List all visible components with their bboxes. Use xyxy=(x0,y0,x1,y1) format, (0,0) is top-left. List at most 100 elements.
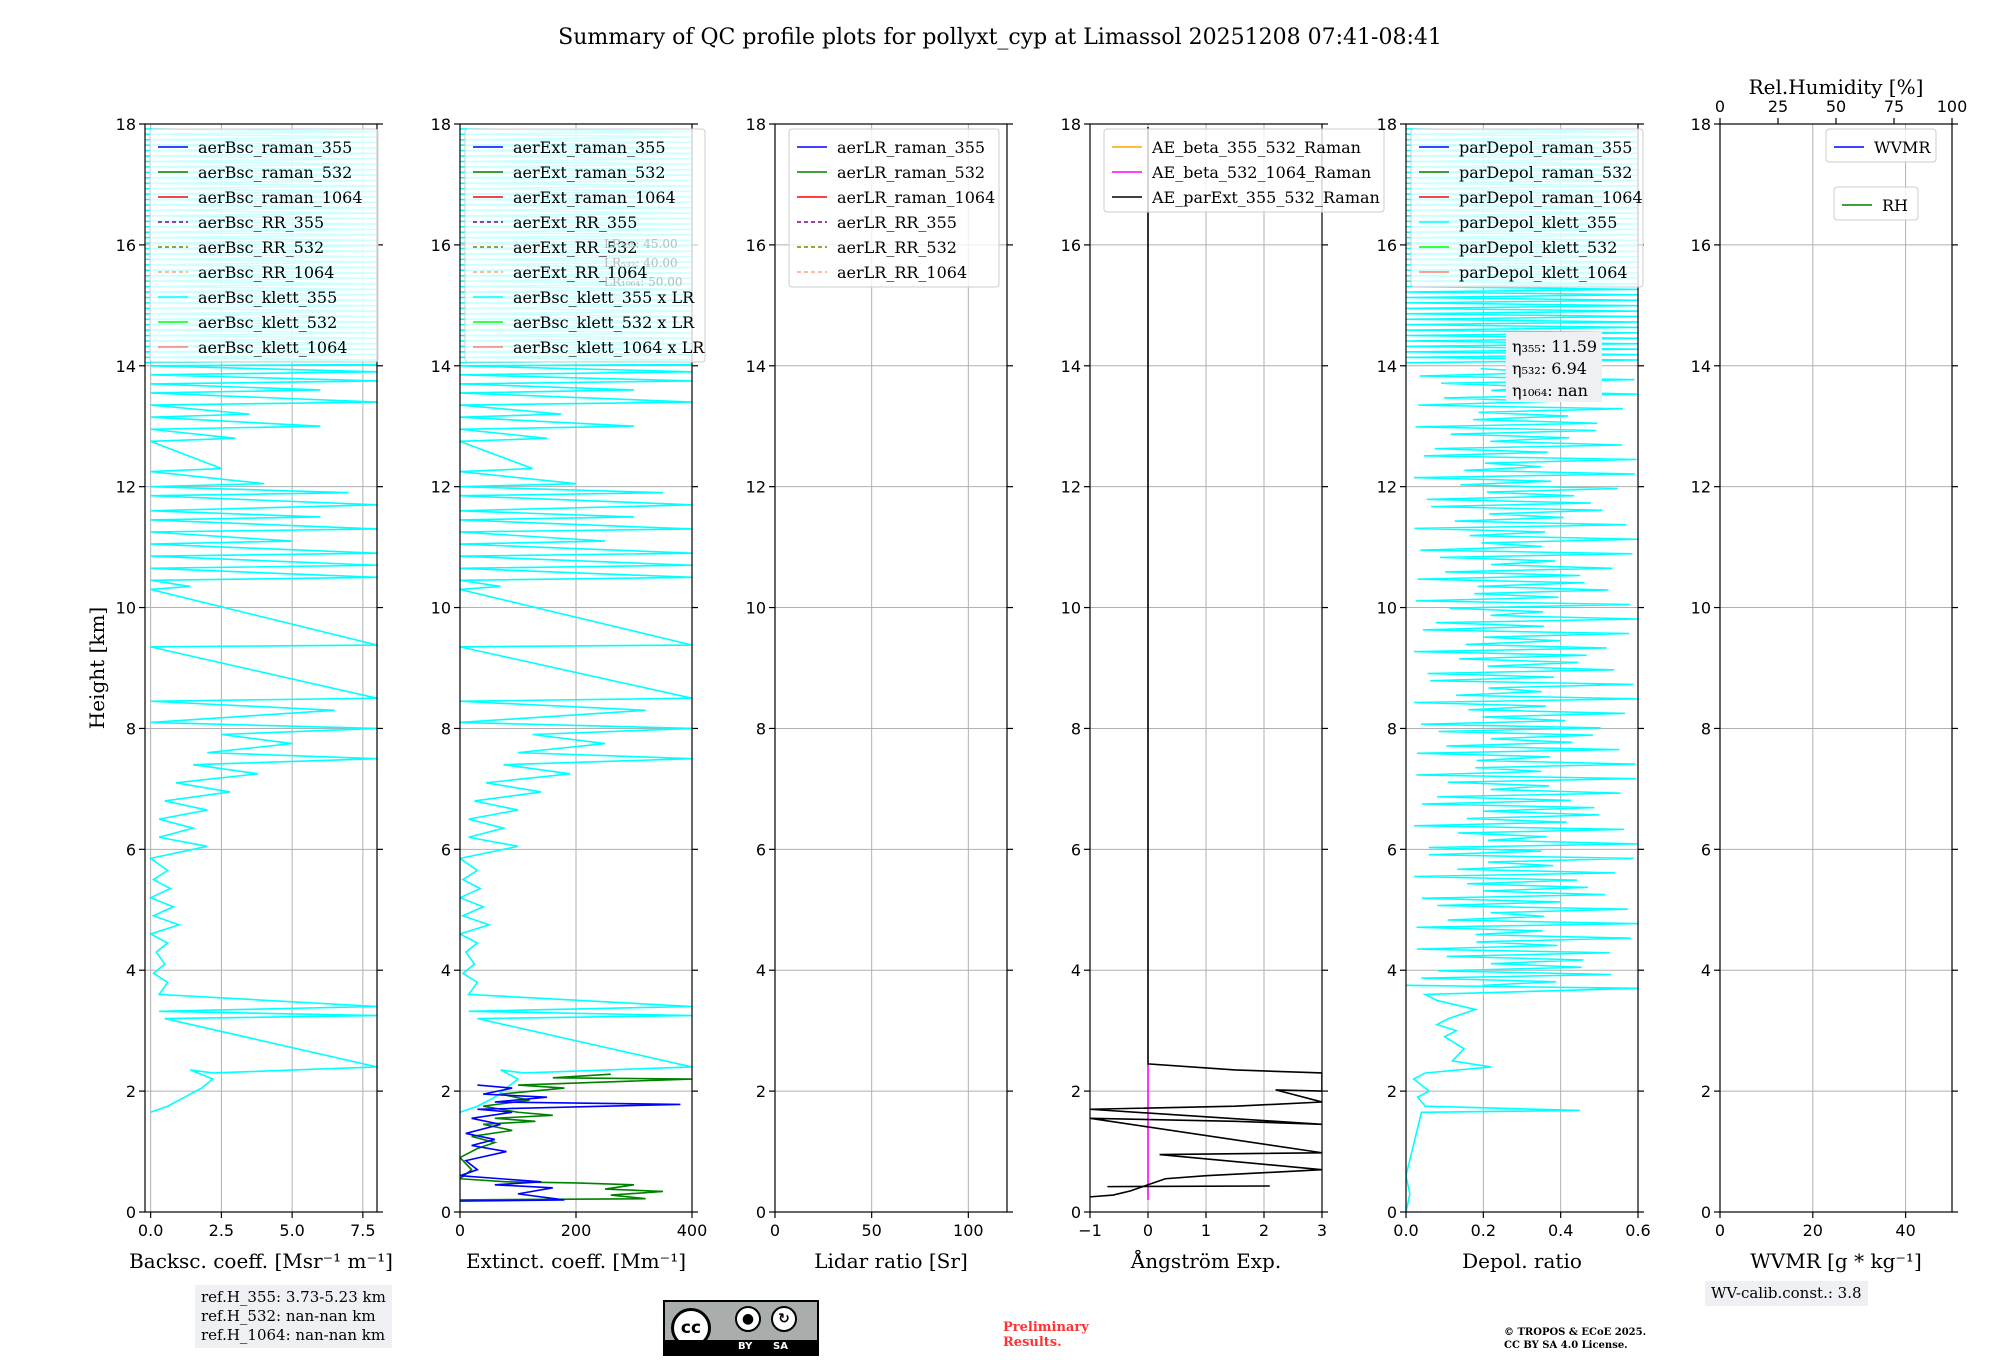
x-tick-label: 0.0 xyxy=(1393,1221,1418,1240)
y-tick-label: 8 xyxy=(1701,719,1711,738)
y-tick-label: 0 xyxy=(756,1203,766,1222)
reference-height-box: ref.H_355: 3.73-5.23 km ref.H_532: nan-n… xyxy=(195,1285,392,1348)
legend-label: aerLR_raman_532 xyxy=(837,163,985,182)
preliminary-line-2: Results. xyxy=(1003,1335,1062,1350)
x-tick-label: 2 xyxy=(1259,1221,1269,1240)
legend: aerLR_raman_355 aerLR_raman_532 aerLR_rama… xyxy=(788,128,1000,288)
y-tick-label: 4 xyxy=(1071,961,1081,980)
y-tick-label: 16 xyxy=(1691,236,1711,255)
x-tick-label: 0 xyxy=(1143,1221,1153,1240)
x-axis-label: Backsc. coeff. [Msr⁻¹ m⁻¹] xyxy=(129,1249,393,1273)
y-tick-label: 2 xyxy=(126,1082,136,1101)
copyright-line-2: CC BY SA 4.0 License. xyxy=(1504,1340,1628,1351)
legend-label: aerBsc_raman_532 xyxy=(198,163,352,182)
series-AE_parExt_355_532_Raman_seg xyxy=(1107,1185,1270,1188)
y-tick-label: 14 xyxy=(1377,357,1397,376)
x-tick-label: 40 xyxy=(1895,1221,1915,1240)
legend-box xyxy=(1103,128,1385,213)
legend-label: aerBsc_raman_1064 xyxy=(198,188,363,207)
by-label: BY xyxy=(738,1341,753,1352)
y-tick-label: 16 xyxy=(746,236,766,255)
x-tick-label: 0 xyxy=(1715,1221,1725,1240)
plot-frame xyxy=(144,123,378,1213)
y-tick-label: 14 xyxy=(431,357,451,376)
y-tick-label: 0 xyxy=(126,1203,136,1222)
legend-label: aerBsc_klett_355 xyxy=(198,288,337,307)
y-tick-label: 10 xyxy=(1377,599,1397,618)
y-tick-label: 10 xyxy=(431,599,451,618)
plot-frame xyxy=(1405,123,1639,1213)
top-x-tick-label: 0 xyxy=(1715,97,1725,116)
y-tick-label: 8 xyxy=(756,719,766,738)
attribution-icon: ● xyxy=(735,1306,761,1332)
eta-annotation: η₁₀₆₄: nan xyxy=(1512,381,1588,400)
y-tick-label: 10 xyxy=(1691,599,1711,618)
legend-label: aerBsc_raman_355 xyxy=(198,138,352,157)
series-aerExt_raman_355 xyxy=(460,1084,681,1202)
x-tick-label: 0 xyxy=(770,1221,780,1240)
y-tick-label: 14 xyxy=(1061,357,1081,376)
y-tick-label: 2 xyxy=(1387,1082,1397,1101)
y-tick-label: 2 xyxy=(1701,1082,1711,1101)
x-tick-label: 1 xyxy=(1201,1221,1211,1240)
preliminary-results-note: Preliminary Results. xyxy=(1003,1320,1089,1350)
legend-label: aerLR_raman_1064 xyxy=(837,188,995,207)
y-tick-label: 12 xyxy=(746,478,766,497)
x-tick-label: 2.5 xyxy=(209,1221,234,1240)
x-tick-label: 0.6 xyxy=(1625,1221,1650,1240)
data-layer xyxy=(1406,128,1638,1212)
top-x-axis-label: Rel.Humidity [%] xyxy=(1749,75,1924,99)
x-axis-label: Ångström Exp. xyxy=(1130,1248,1281,1273)
y-axis-label: Height [km] xyxy=(85,607,109,729)
y-tick-label: 12 xyxy=(1691,478,1711,497)
legend-label: parDepol_raman_355 xyxy=(1459,138,1632,157)
x-tick-label: 7.5 xyxy=(350,1221,375,1240)
x-tick-label: 50 xyxy=(861,1221,881,1240)
legend-label: AE_parExt_355_532_Raman xyxy=(1151,188,1380,207)
y-tick-label: 8 xyxy=(441,719,451,738)
legend-label: aerBsc_klett_355 x LR xyxy=(513,288,695,307)
legend-box xyxy=(1833,186,1919,221)
legend-label: aerExt_RR_532 xyxy=(513,238,637,257)
legend-label: aerBsc_RR_532 xyxy=(198,238,324,257)
y-tick-label: 16 xyxy=(1377,236,1397,255)
y-tick-label: 4 xyxy=(1387,961,1397,980)
x-tick-label: 0.0 xyxy=(138,1221,163,1240)
y-tick-label: 10 xyxy=(746,599,766,618)
legend-label: aerExt_RR_355 xyxy=(513,213,637,232)
legend-label: aerBsc_RR_1064 xyxy=(198,263,334,282)
x-tick-label: 0.2 xyxy=(1471,1221,1496,1240)
lr-annotation: LR₁₀₆₄: 50.00 xyxy=(604,275,682,289)
legend-label: aerBsc_klett_1064 x LR xyxy=(513,338,705,357)
share-alike-icon: ↻ xyxy=(771,1306,797,1332)
y-tick-label: 4 xyxy=(441,961,451,980)
legend-label: aerExt_raman_1064 xyxy=(513,188,676,207)
y-tick-label: 2 xyxy=(441,1082,451,1101)
ref-height-355: ref.H_355: 3.73-5.23 km xyxy=(201,1288,386,1306)
legend: aerExt_raman_355 aerExt_raman_532 aerExt_r… xyxy=(464,128,706,363)
y-tick-label: 6 xyxy=(1071,840,1081,859)
legend-label: aerLR_RR_1064 xyxy=(837,263,967,282)
y-tick-label: 12 xyxy=(116,478,136,497)
series-parDepol_klett_355_upper xyxy=(1413,368,1638,987)
legend-label: parDepol_raman_532 xyxy=(1459,163,1632,182)
copyright-note: © TROPOS & ECoE 2025. CC BY SA 4.0 Licen… xyxy=(1504,1326,1646,1352)
y-tick-label: 6 xyxy=(1701,840,1711,859)
series-aerExt_raman_532 xyxy=(460,1073,692,1201)
top-x-tick-label: 50 xyxy=(1826,97,1846,116)
copyright-line-1: © TROPOS & ECoE 2025. xyxy=(1504,1327,1647,1338)
x-tick-label: 400 xyxy=(677,1221,708,1240)
legend-label: parDepol_klett_355 xyxy=(1459,213,1617,232)
figure-title: Summary of QC profile plots for pollyxt_… xyxy=(558,25,1442,50)
legend-label: aerBsc_klett_1064 xyxy=(198,338,347,357)
legend: aerBsc_raman_355 aerBsc_raman_532 aerBsc_r… xyxy=(149,128,379,363)
legend-box xyxy=(464,128,706,363)
y-tick-label: 18 xyxy=(431,115,451,134)
y-tick-label: 18 xyxy=(746,115,766,134)
ref-height-532: ref.H_532: nan-nan km xyxy=(201,1307,376,1325)
y-tick-label: 0 xyxy=(441,1203,451,1222)
legend-label: parDepol_klett_532 xyxy=(1459,238,1617,257)
legend-label: aerBsc_klett_532 x LR xyxy=(513,313,695,332)
y-tick-label: 18 xyxy=(1061,115,1081,134)
y-tick-label: 2 xyxy=(756,1082,766,1101)
